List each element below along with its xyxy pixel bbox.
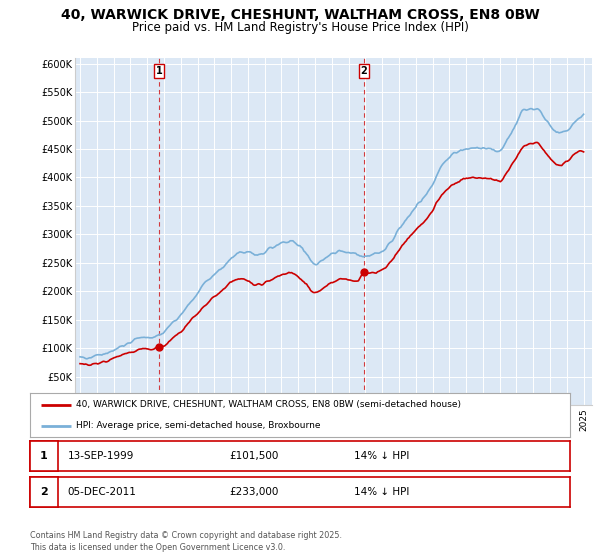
Text: 2: 2 [40, 487, 48, 497]
Text: 40, WARWICK DRIVE, CHESHUNT, WALTHAM CROSS, EN8 0BW: 40, WARWICK DRIVE, CHESHUNT, WALTHAM CRO… [61, 8, 539, 22]
Text: 05-DEC-2011: 05-DEC-2011 [68, 487, 137, 497]
Text: £101,500: £101,500 [230, 451, 279, 461]
Text: Contains HM Land Registry data © Crown copyright and database right 2025.
This d: Contains HM Land Registry data © Crown c… [30, 531, 342, 552]
Text: 1: 1 [40, 451, 48, 461]
Text: 2: 2 [361, 66, 367, 76]
Text: HPI: Average price, semi-detached house, Broxbourne: HPI: Average price, semi-detached house,… [76, 422, 320, 431]
Text: 14% ↓ HPI: 14% ↓ HPI [354, 451, 409, 461]
Text: 14% ↓ HPI: 14% ↓ HPI [354, 487, 409, 497]
Text: Price paid vs. HM Land Registry's House Price Index (HPI): Price paid vs. HM Land Registry's House … [131, 21, 469, 34]
Text: 40, WARWICK DRIVE, CHESHUNT, WALTHAM CROSS, EN8 0BW (semi-detached house): 40, WARWICK DRIVE, CHESHUNT, WALTHAM CRO… [76, 400, 461, 409]
Text: 1: 1 [155, 66, 163, 76]
Text: £233,000: £233,000 [230, 487, 279, 497]
Text: 13-SEP-1999: 13-SEP-1999 [68, 451, 134, 461]
